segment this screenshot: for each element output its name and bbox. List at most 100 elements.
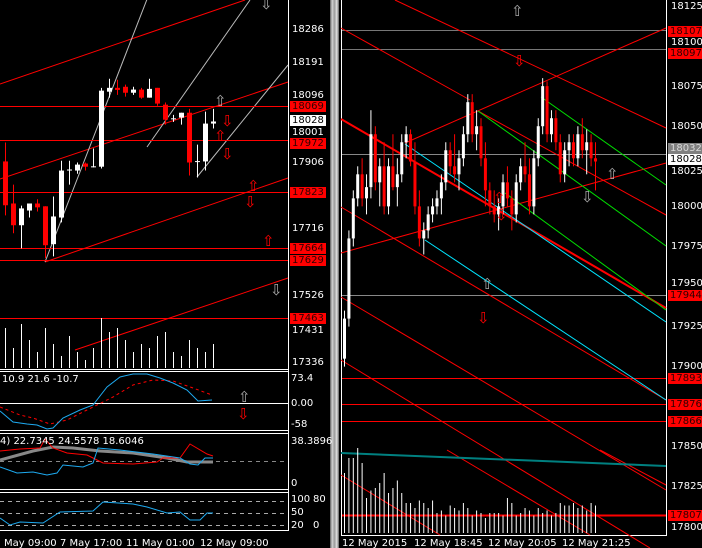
candle-body (545, 86, 549, 135)
indicator1-plot (0, 373, 288, 430)
candle-body (171, 118, 176, 120)
right-red-line-top (394, 0, 667, 129)
candle-body (510, 198, 514, 215)
right-red-line-vol-3 (599, 449, 667, 486)
candle-body (448, 150, 452, 167)
bullish-candle (567, 134, 571, 167)
candle-body (409, 134, 413, 162)
candle-body (369, 134, 373, 188)
indicator1-values: 10.9 21.6 -10.7 (2, 374, 79, 385)
candle-body (378, 166, 382, 183)
bullish-candle (99, 87, 104, 169)
arrow-down-icon: ⇩ (495, 206, 508, 224)
bullish-candle (378, 158, 382, 207)
right-green-line-2 (540, 96, 667, 186)
right-red-line-low-3 (340, 359, 651, 548)
left-trendlines[interactable] (0, 0, 289, 351)
bearish-candle (448, 142, 452, 175)
left-price-tick: 17716 (292, 223, 324, 234)
bearish-candle (373, 126, 377, 191)
candle-body (99, 90, 104, 167)
bearish-candle (558, 134, 562, 183)
candle-body (404, 134, 408, 143)
bullish-candle (369, 110, 373, 199)
bullish-candle (356, 166, 360, 207)
indicator3-scale-50: 50 (291, 507, 304, 518)
candle-body (470, 102, 474, 135)
right-red-line-vol (340, 474, 441, 536)
right-price-tick: 17800 (671, 522, 702, 533)
left-gray-line-3 (196, 64, 289, 178)
right-price-tick: 18100 (671, 37, 702, 48)
candle-body (83, 163, 88, 167)
candle-body (536, 126, 540, 159)
bearish-candle (527, 158, 531, 215)
bearish-candle (479, 118, 483, 167)
left-volume-bars (5, 318, 214, 368)
arrow-down-icon: ⇩ (270, 281, 283, 299)
right-trendlines[interactable] (340, 0, 667, 548)
bullish-candle (365, 174, 369, 215)
bearish-candle (123, 84, 128, 97)
candle-body (3, 161, 8, 206)
candle-body (59, 170, 64, 218)
candle-body (514, 182, 518, 215)
arrow-up-icon: ⇧ (606, 165, 619, 183)
bearish-candle (409, 129, 413, 167)
indicator2-blue-line (0, 447, 213, 476)
bullish-candle (563, 142, 567, 183)
left-price-tick: 17431 (292, 325, 324, 336)
candle-body (475, 126, 479, 135)
bearish-candle (545, 81, 549, 143)
indicator1-scale-min: -58 (291, 419, 308, 430)
bearish-candle (589, 134, 593, 167)
bullish-candle (501, 174, 505, 215)
candle-body (431, 206, 435, 215)
right-candles (343, 78, 597, 367)
candle-body (43, 206, 48, 246)
right-green-line-3 (504, 192, 667, 311)
bearish-candle (11, 184, 16, 234)
left-current-price-label: 18028 (290, 115, 326, 126)
arrow-up-icon: ⇧ (214, 92, 227, 110)
left-price-tick: 17336 (292, 357, 324, 368)
arrow-up-icon: ⇧ (238, 388, 251, 406)
candle-body (347, 238, 351, 319)
candle-body (417, 206, 421, 239)
bearish-candle (510, 190, 514, 231)
candle-body (91, 166, 96, 168)
bearish-candle (187, 108, 192, 176)
bullish-candle (59, 160, 64, 223)
left-date-tick: May 09:00 (4, 538, 57, 548)
left-level-label: 17823 (290, 187, 326, 198)
left-level-label: 17664 (290, 243, 326, 254)
candle-body (123, 86, 128, 93)
candle-body (163, 104, 168, 120)
candle-body (203, 123, 208, 162)
bullish-candle (343, 310, 346, 367)
candle-body (594, 158, 597, 162)
right-date-tick: 12 May 2015 (342, 538, 408, 548)
bullish-candle (211, 108, 216, 129)
bullish-candle (27, 203, 32, 218)
candle-body (343, 318, 346, 359)
indicator3-line (0, 501, 213, 526)
indicator2-plot (0, 438, 288, 476)
bearish-candle (163, 102, 168, 125)
left-level-label: 17629 (290, 255, 326, 266)
right-date-tick: 12 May 18:45 (414, 538, 483, 548)
candle-body (492, 206, 496, 215)
bullish-candle (404, 126, 408, 159)
indicator3-scale-80: 80 (313, 494, 326, 505)
right-date-tick: 12 May 21:25 (562, 538, 631, 548)
chart-window-splitter[interactable] (330, 0, 339, 548)
indicator2-scale-max: 38.3896 (291, 436, 333, 447)
left-date-tick: 12 May 09:00 (200, 538, 269, 548)
right-cyan-line-1 (404, 143, 667, 323)
candle-body (147, 88, 152, 98)
right-price-tick: 18075 (671, 81, 702, 92)
bullish-candle (131, 86, 136, 95)
bearish-candle (43, 206, 48, 259)
bearish-candle (523, 142, 527, 183)
